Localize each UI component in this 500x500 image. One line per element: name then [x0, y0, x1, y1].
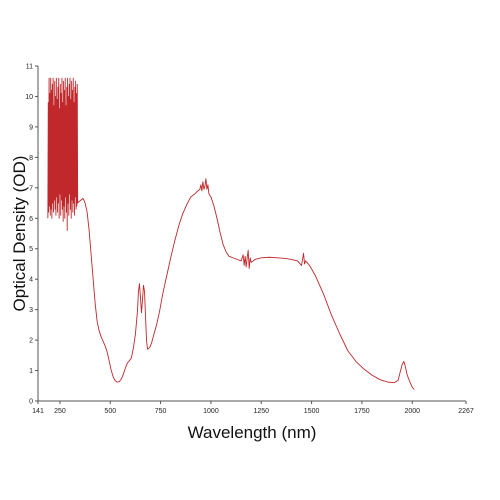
x-tick-label: 2267: [458, 408, 474, 415]
plot-area: [47, 77, 415, 390]
x-tick-label: 2000: [404, 408, 420, 415]
y-axis: 0 1 2 3 4 5 6 7 8 9 10 11: [25, 64, 39, 406]
y-tick-label: 11: [26, 64, 33, 71]
y-tick-label: 2: [29, 338, 33, 345]
y-tick-label: 7: [29, 185, 33, 192]
x-tick-label: 1750: [354, 408, 370, 415]
x-tick-label: 500: [104, 408, 116, 415]
y-tick-label: 3: [29, 307, 33, 314]
y-tick-label: 9: [29, 124, 33, 131]
x-tick-label: 250: [54, 408, 66, 415]
x-tick-label: 750: [155, 408, 167, 415]
x-axis-title: Wavelength (nm): [188, 423, 317, 442]
x-tick-label: 1000: [203, 408, 219, 415]
series-line-0: [47, 77, 415, 390]
y-tick-label: 5: [29, 246, 33, 253]
y-tick-label: 10: [25, 94, 33, 101]
x-tick-label: 1500: [304, 408, 320, 415]
x-tick-label: 141: [32, 408, 44, 415]
y-tick-label: 4: [29, 277, 33, 284]
y-axis-title: Optical Density (OD): [10, 156, 29, 312]
y-tick-label: 6: [29, 216, 33, 223]
y-tick-label: 0: [29, 399, 33, 406]
y-tick-label: 1: [29, 368, 33, 375]
x-axis: 141 250 500 750 1000 1250 1500 1750 2000 2267: [32, 400, 474, 415]
y-tick-label: 8: [29, 155, 33, 162]
x-tick-label: 1250: [253, 408, 269, 415]
